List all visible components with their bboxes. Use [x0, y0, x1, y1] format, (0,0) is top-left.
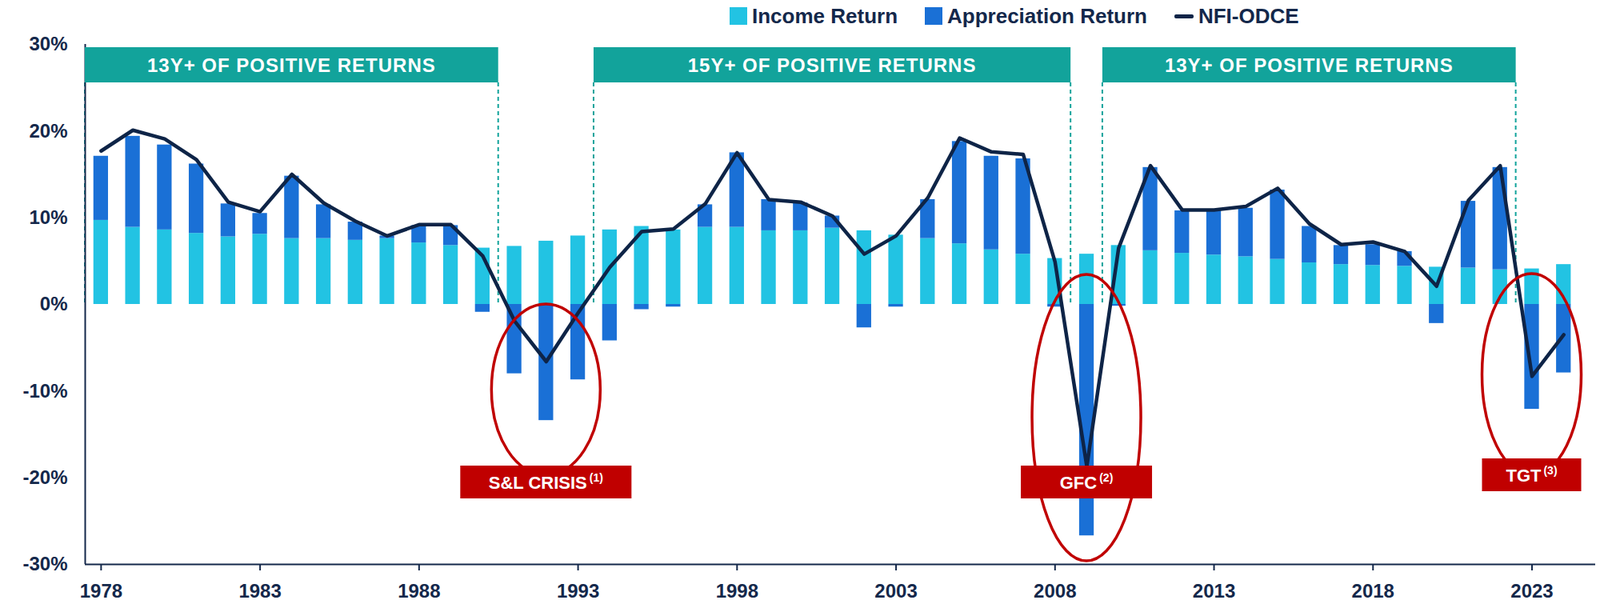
svg-text:0%: 0%: [40, 292, 68, 315]
svg-text:13Y+ OF POSITIVE RETURNS: 13Y+ OF POSITIVE RETURNS: [1164, 54, 1454, 76]
svg-text:2003: 2003: [874, 580, 917, 602]
svg-text:2013: 2013: [1192, 580, 1236, 602]
svg-text:1988: 1988: [397, 580, 440, 602]
svg-text:S&L CRISIS(1): S&L CRISIS(1): [488, 471, 604, 493]
svg-text:-30%: -30%: [22, 552, 68, 575]
html-text:NFI-ODCE: NFI-ODCE: [1198, 3, 1299, 28]
svg-text:30%: 30%: [28, 32, 68, 55]
svg-text:2008: 2008: [1033, 580, 1076, 602]
svg-text:15Y+ OF POSITIVE RETURNS: 15Y+ OF POSITIVE RETURNS: [688, 54, 977, 76]
svg-text:1983: 1983: [238, 580, 281, 602]
svg-text:1998: 1998: [716, 580, 759, 602]
svg-text:20%: 20%: [28, 120, 68, 142]
svg-text:GFC(2): GFC(2): [1060, 471, 1114, 493]
svg-text:TGT(3): TGT(3): [1505, 464, 1557, 486]
svg-text:-10%: -10%: [22, 380, 68, 402]
svg-text:-20%: -20%: [22, 466, 68, 488]
svg-text:2023: 2023: [1510, 580, 1553, 602]
svg-text:1993: 1993: [556, 580, 600, 602]
svg-text:1978: 1978: [80, 580, 123, 602]
html-text:Income Return: Income Return: [752, 3, 898, 28]
svg-text:13Y+ OF POSITIVE RETURNS: 13Y+ OF POSITIVE RETURNS: [147, 54, 436, 76]
svg-text:2018: 2018: [1352, 580, 1395, 602]
html-text:Appreciation Return: Appreciation Return: [947, 3, 1148, 28]
svg-text:10%: 10%: [28, 206, 68, 228]
